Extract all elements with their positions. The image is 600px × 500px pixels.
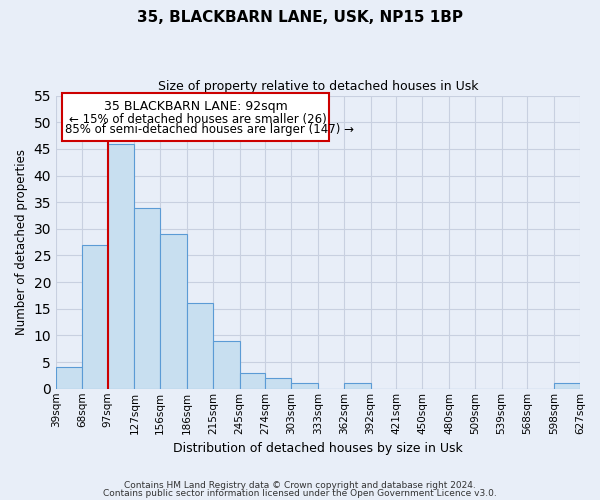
Bar: [291, 384, 318, 389]
Text: Contains HM Land Registry data © Crown copyright and database right 2024.: Contains HM Land Registry data © Crown c…: [124, 481, 476, 490]
Bar: [265, 378, 291, 389]
Bar: [134, 208, 160, 389]
Bar: [554, 384, 580, 389]
X-axis label: Distribution of detached houses by size in Usk: Distribution of detached houses by size …: [173, 442, 463, 455]
Text: 85% of semi-detached houses are larger (147) →: 85% of semi-detached houses are larger (…: [65, 124, 354, 136]
Title: Size of property relative to detached houses in Usk: Size of property relative to detached ho…: [158, 80, 478, 93]
Bar: [160, 234, 187, 389]
Bar: [187, 304, 213, 389]
Text: 35, BLACKBARN LANE, USK, NP15 1BP: 35, BLACKBARN LANE, USK, NP15 1BP: [137, 10, 463, 25]
Bar: [239, 373, 265, 389]
Text: ← 15% of detached houses are smaller (26): ← 15% of detached houses are smaller (26…: [70, 112, 327, 126]
Y-axis label: Number of detached properties: Number of detached properties: [15, 149, 28, 335]
Bar: [213, 341, 239, 389]
Bar: [56, 368, 82, 389]
FancyBboxPatch shape: [62, 93, 329, 141]
Bar: [344, 384, 371, 389]
Text: 35 BLACKBARN LANE: 92sqm: 35 BLACKBARN LANE: 92sqm: [104, 100, 287, 113]
Bar: [108, 144, 134, 389]
Bar: [82, 245, 108, 389]
Text: Contains public sector information licensed under the Open Government Licence v3: Contains public sector information licen…: [103, 488, 497, 498]
